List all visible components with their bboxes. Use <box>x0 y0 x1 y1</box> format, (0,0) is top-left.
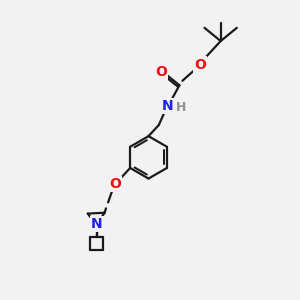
Text: H: H <box>176 101 186 114</box>
Text: N: N <box>162 99 173 113</box>
Text: N: N <box>91 217 102 231</box>
Text: O: O <box>194 58 206 72</box>
Text: O: O <box>155 65 167 79</box>
Text: O: O <box>110 177 122 191</box>
